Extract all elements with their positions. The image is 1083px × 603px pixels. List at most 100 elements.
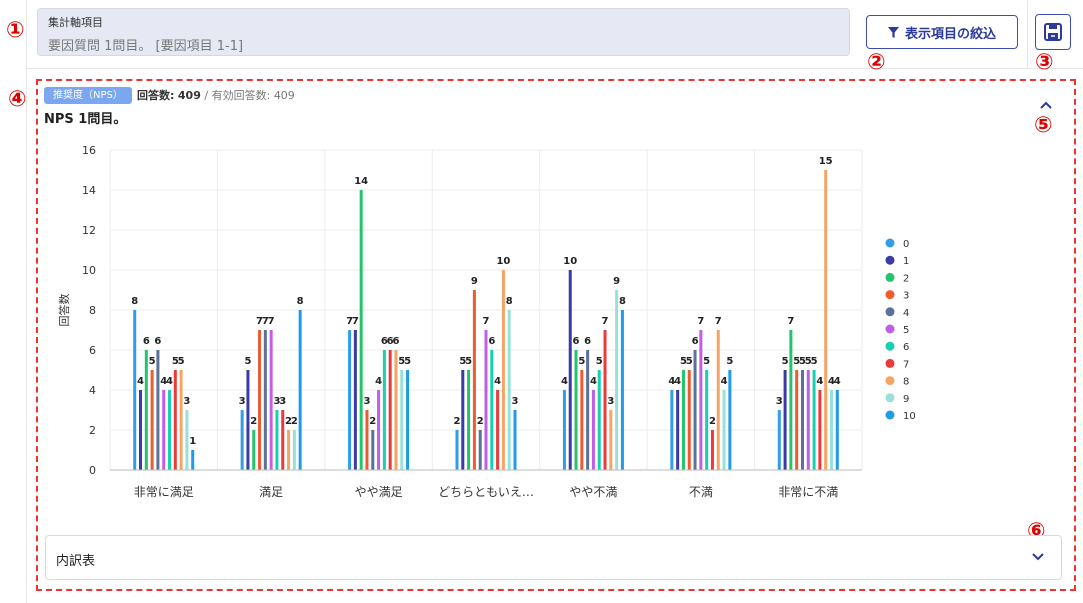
bar-value-label: 4 (561, 376, 568, 387)
legend-label: 1 (903, 256, 909, 267)
y-axis-label: 回答数 (57, 294, 71, 327)
legend-swatch (885, 307, 895, 317)
bar-value-label: 6 (692, 336, 699, 347)
y-tick-label: 12 (82, 224, 96, 237)
y-tick-label: 14 (82, 184, 96, 197)
bar-value-label: 7 (787, 316, 794, 327)
bar-value-label: 3 (776, 396, 783, 407)
bar (501, 270, 505, 470)
bar (258, 330, 262, 470)
toolbar-divider (1027, 0, 1028, 68)
bar (728, 370, 732, 470)
bar (139, 390, 143, 470)
bar-value-label: 5 (398, 356, 405, 367)
x-tick-label: 非常に満足 (134, 485, 194, 499)
bar-value-label: 5 (404, 356, 411, 367)
bar-value-label: 8 (619, 296, 626, 307)
bar-value-label: 6 (387, 336, 394, 347)
bar (252, 430, 256, 470)
bar (394, 350, 398, 470)
bar-value-label: 3 (607, 396, 614, 407)
bar (568, 270, 572, 470)
bar-value-label: 3 (512, 396, 519, 407)
bar-value-label: 4 (668, 376, 675, 387)
bar-value-label: 3 (363, 396, 370, 407)
bar (818, 390, 822, 470)
bar-chart: 8465644553135277733228771432466655255927… (57, 144, 916, 499)
bar (382, 350, 386, 470)
bar (185, 410, 189, 470)
bar-value-label: 4 (828, 376, 835, 387)
counts-separator: / (204, 89, 209, 102)
filter-items-label: 表示項目の絞込 (904, 26, 996, 42)
bar-value-label: 7 (346, 316, 353, 327)
bar (371, 430, 375, 470)
bar-value-label: 6 (488, 336, 495, 347)
bar (812, 370, 816, 470)
bar (162, 390, 166, 470)
bar (353, 330, 357, 470)
bar-value-label: 8 (506, 296, 513, 307)
bar-value-label: 6 (392, 336, 399, 347)
breakdown-table-toggle[interactable]: 内訳表 (45, 535, 1062, 580)
bar (829, 390, 833, 470)
bar-value-label: 5 (172, 356, 179, 367)
legend-label: 6 (903, 342, 909, 353)
legend-swatch (885, 255, 895, 265)
aggregation-axis-field[interactable]: 集計軸項目 要因質問 1問目。 [要因項目 1-1] (37, 8, 850, 56)
expand-chevron-down-icon[interactable] (1031, 552, 1045, 562)
bar-value-label: 5 (703, 356, 710, 367)
bar (133, 310, 137, 470)
bar (777, 410, 781, 470)
bar-value-label: 5 (578, 356, 585, 367)
bar-value-label: 5 (178, 356, 185, 367)
bar (620, 310, 624, 470)
bar-value-label: 7 (715, 316, 722, 327)
bar (681, 370, 685, 470)
bar-value-label: 5 (686, 356, 693, 367)
x-tick-label: 不満 (689, 485, 713, 499)
y-tick-label: 8 (89, 304, 96, 317)
bar (179, 370, 183, 470)
bar (484, 330, 488, 470)
bar-value-label: 5 (680, 356, 687, 367)
breakdown-label: 内訳表 (56, 554, 96, 569)
bar-value-label: 2 (285, 416, 292, 427)
bar-value-label: 4 (375, 376, 382, 387)
bar (693, 350, 697, 470)
collapse-chevron-up-icon[interactable] (1039, 100, 1053, 110)
bar (472, 290, 476, 470)
bar-value-label: 14 (354, 176, 368, 187)
bar (789, 330, 793, 470)
bar (388, 350, 392, 470)
bar (156, 350, 160, 470)
bar-value-label: 5 (244, 356, 251, 367)
bar-value-label: 3 (279, 396, 286, 407)
bar-value-label: 7 (602, 316, 609, 327)
legend-swatch (885, 290, 895, 300)
bar (348, 330, 352, 470)
aggregation-axis-label: 集計軸項目 (48, 16, 103, 29)
x-tick-label: 非常に不満 (778, 485, 838, 499)
filter-items-button[interactable]: 表示項目の絞込 (866, 15, 1018, 49)
x-tick-label: やや不満 (569, 485, 617, 499)
legend-label: 3 (903, 291, 909, 302)
legend-label: 8 (903, 377, 909, 388)
bar (783, 370, 787, 470)
y-tick-label: 0 (89, 464, 96, 477)
bar-value-label: 8 (131, 296, 138, 307)
bar (699, 330, 703, 470)
bar (580, 370, 584, 470)
legend-swatch (885, 393, 895, 403)
bar-value-label: 4 (816, 376, 823, 387)
valid-responses-value: 409 (273, 89, 295, 102)
bar (586, 350, 590, 470)
marker-2: ② (867, 50, 886, 75)
bar-value-label: 5 (782, 356, 789, 367)
y-tick-label: 4 (89, 384, 96, 397)
nps-badge: 推奨度（NPS） (44, 87, 132, 104)
bar-value-label: 7 (697, 316, 704, 327)
response-counts: 回答数: 409 / 有効回答数: 409 (137, 87, 295, 104)
export-button[interactable] (1035, 14, 1071, 50)
bar-value-label: 2 (369, 416, 376, 427)
